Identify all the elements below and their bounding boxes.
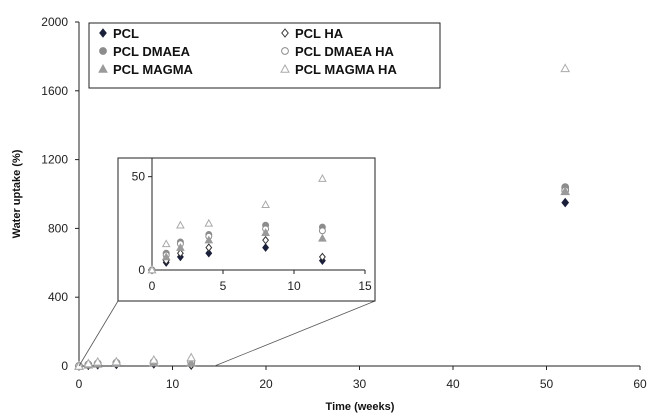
pcl-magma-point: [186, 358, 197, 367]
legend-pcl-label: PCL: [113, 26, 139, 41]
inset-pcl-ha-point: [176, 248, 184, 258]
pcl-magma-ha-point: [148, 354, 159, 364]
y-tick-label: 800: [48, 221, 68, 235]
inset-data-points: [147, 174, 327, 275]
pcl-magma-ha-point: [92, 356, 103, 366]
legend: PCL PCL HA PCL DMAEA PCL DMAEA HA PCL MAGMA P…: [88, 22, 441, 89]
pcl-magma-ha-point: [186, 352, 197, 362]
zoom-connector-right: [214, 300, 376, 367]
inset-pcl-magma-ha-point: [318, 174, 327, 182]
y-tick-label: 0: [61, 359, 68, 373]
x-tick-label: 20: [259, 377, 273, 391]
y-tick-label: 1200: [41, 153, 68, 167]
inset-pcl-ha-point: [205, 243, 213, 252]
inset-x-ticks: 0 5 10 15: [149, 270, 372, 293]
inset-x-tick-label: 10: [287, 279, 301, 293]
inset-pcl-point: [205, 248, 213, 258]
inset-pcl-ha-point: [262, 235, 270, 245]
x-tick-label: 10: [166, 377, 180, 391]
x-tick-label: 50: [540, 377, 554, 391]
legend-box: [88, 22, 441, 89]
inset-pcl-point: [262, 243, 270, 252]
inset-frame: [117, 157, 376, 302]
legend-pcl-magma-marker: [98, 63, 108, 73]
legend-pcl-magma-ha-label: PCL MAGMA HA: [295, 62, 397, 77]
legend-pcl-magma-ha-marker: [280, 63, 290, 73]
legend-pcl-dmaea-marker: [99, 47, 107, 55]
x-tick-label: 0: [76, 377, 83, 391]
y-tick-label: 1600: [41, 84, 68, 98]
inset-pcl-magma-ha-point: [161, 239, 171, 248]
y-ticks: 0 400 800 1200 1600 2000: [41, 15, 79, 373]
legend-pcl-magma-label: PCL MAGMA: [113, 62, 194, 77]
inset-y-tick-label: 0: [138, 263, 145, 277]
inset-x-tick-label: 0: [149, 279, 156, 293]
legend-pcl-ha-marker: [281, 28, 289, 38]
inset-pcl-ha-point: [318, 252, 326, 262]
inset-pcl-magma-ha-point: [261, 200, 270, 208]
zoom-connector-left: [78, 300, 119, 367]
inset-pcl-magma-ha-point: [176, 220, 185, 229]
legend-pcl-dmaea-ha-marker: [281, 47, 289, 55]
zoom-connector-lines: [78, 300, 376, 367]
x-tick-label: 60: [633, 377, 647, 391]
pcl-magma-ha-point: [560, 63, 571, 73]
pcl-magma-point: [560, 186, 571, 196]
inset-pcl-magma-ha-point: [147, 265, 157, 274]
x-tick-label: 40: [446, 377, 460, 391]
legend-pcl-ha-label: PCL HA: [295, 26, 344, 41]
pcl-magma-ha-point: [111, 356, 122, 366]
legend-pcl-marker: [99, 28, 107, 38]
inset-plot: 0 50 0 5 10 15: [117, 157, 376, 302]
inset-pcl-magma-point: [318, 233, 327, 242]
y-tick-label: 2000: [41, 15, 68, 29]
y-tick-label: 400: [48, 290, 68, 304]
x-tick-label: 30: [353, 377, 367, 391]
main-data-points: [74, 63, 571, 371]
pcl-magma-ha-point: [83, 358, 94, 368]
inset-pcl-magma-ha-point: [204, 218, 214, 227]
legend-pcl-dmaea-ha-label: PCL DMAEA HA: [295, 44, 395, 59]
pcl-point: [561, 197, 570, 208]
inset-pcl-magma-point: [176, 243, 185, 251]
legend-pcl-dmaea-label: PCL DMAEA: [113, 44, 191, 59]
inset-pcl-magma-point: [204, 235, 214, 244]
inset-pcl-dmaea-ha-point: [318, 227, 326, 235]
x-ticks: 0 10 20 30 40 50 60: [76, 366, 647, 391]
inset-x-tick-label: 15: [358, 279, 372, 293]
inset-pcl-magma-point: [261, 228, 270, 236]
inset-x-tick-label: 5: [220, 279, 227, 293]
inset-pcl-magma-point: [161, 252, 171, 261]
y-axis-title: Water uptake (%): [11, 149, 23, 238]
inset-y-tick-label: 50: [132, 170, 146, 184]
x-axis-title: Time (weeks): [326, 401, 395, 413]
